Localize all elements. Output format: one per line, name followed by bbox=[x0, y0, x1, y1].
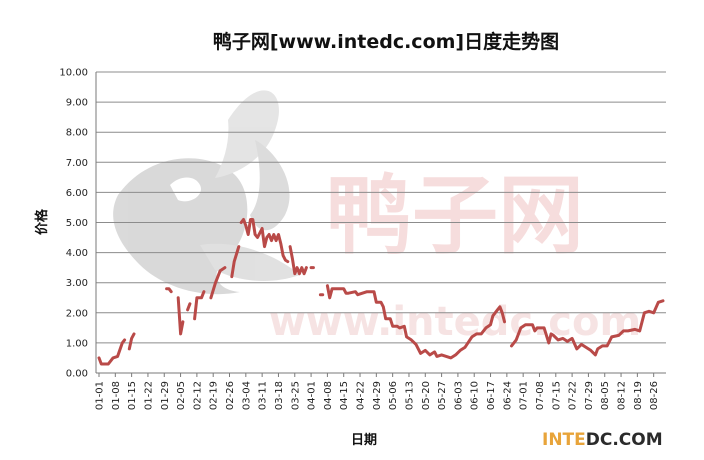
brand-logo: INTEDC.COM bbox=[542, 430, 663, 450]
y-tick-label: 5.00 bbox=[66, 218, 88, 229]
y-tick-label: 2.00 bbox=[66, 308, 88, 319]
x-tick-label: 08-26 bbox=[649, 381, 660, 410]
series-line bbox=[97, 218, 665, 366]
y-tick-label: 8.00 bbox=[66, 128, 88, 139]
x-tick-label: 04-29 bbox=[372, 381, 383, 410]
watermark: 鸭子网 www.intedc.com bbox=[269, 166, 641, 345]
x-axis-ticks: 01-01 01-08 01-15 01-22 01-29 02-05 02-12 02-19… bbox=[95, 373, 660, 410]
x-tick-label: 04-01 bbox=[307, 381, 318, 410]
x-tick-label: 06-24 bbox=[502, 381, 513, 410]
y-tick-label: 7.00 bbox=[66, 158, 88, 169]
y-tick-label: 9.00 bbox=[66, 98, 88, 109]
x-tick-label: 03-04 bbox=[241, 381, 252, 410]
x-tick-label: 01-29 bbox=[160, 381, 171, 410]
series-segment bbox=[193, 290, 206, 321]
gridlines bbox=[96, 71, 666, 344]
y-axis-ticks: 0.00 1.00 2.00 3.00 4.00 5.00 6.00 7.00 8.00 9.00… bbox=[59, 68, 88, 380]
x-tick-label: 05-06 bbox=[388, 381, 399, 410]
series-segment bbox=[97, 338, 127, 366]
x-tick-label: 03-25 bbox=[290, 381, 301, 410]
x-tick-label: 06-03 bbox=[453, 381, 464, 410]
series-segment bbox=[239, 218, 290, 264]
x-tick-label: 07-01 bbox=[519, 381, 530, 410]
x-tick-label: 07-22 bbox=[568, 381, 579, 410]
y-tick-label: 6.00 bbox=[66, 188, 88, 199]
x-tick-label: 04-15 bbox=[339, 381, 350, 410]
x-tick-label: 05-20 bbox=[421, 381, 432, 410]
brand-suffix: DC.COM bbox=[586, 430, 663, 450]
x-tick-label: 02-05 bbox=[176, 381, 187, 410]
x-tick-label: 01-22 bbox=[143, 381, 154, 410]
x-tick-label: 03-18 bbox=[274, 381, 285, 410]
x-tick-label: 02-12 bbox=[192, 381, 203, 410]
x-tick-label: 06-17 bbox=[486, 381, 497, 410]
y-tick-label: 3.00 bbox=[66, 278, 88, 289]
watermark-url: www.intedc.com bbox=[269, 299, 641, 345]
x-tick-label: 05-27 bbox=[437, 381, 448, 410]
y-tick-label: 10.00 bbox=[59, 68, 88, 79]
series-segment bbox=[165, 287, 173, 294]
chart-title: 鸭子网[www.intedc.com]日度走势图 bbox=[213, 30, 559, 53]
series-segment bbox=[288, 245, 308, 276]
x-tick-label: 01-01 bbox=[95, 381, 106, 410]
x-tick-label: 01-08 bbox=[111, 381, 122, 410]
series-segment bbox=[176, 296, 185, 336]
x-tick-label: 02-19 bbox=[209, 381, 220, 410]
x-tick-label: 05-13 bbox=[404, 381, 415, 410]
x-tick-label: 08-05 bbox=[600, 381, 611, 410]
x-tick-label: 04-22 bbox=[356, 381, 367, 410]
series-segment bbox=[230, 245, 241, 279]
x-axis-title: 日期 bbox=[351, 433, 377, 448]
series-segment bbox=[127, 332, 136, 351]
x-tick-label: 03-11 bbox=[258, 381, 269, 410]
y-tick-label: 0.00 bbox=[66, 369, 88, 380]
x-tick-label: 01-15 bbox=[127, 381, 138, 410]
y-tick-label: 4.00 bbox=[66, 248, 88, 259]
x-tick-label: 08-12 bbox=[617, 381, 628, 410]
series-segment bbox=[325, 284, 506, 360]
series-segment bbox=[186, 302, 192, 312]
x-tick-label: 08-19 bbox=[633, 381, 644, 410]
series-segment bbox=[209, 266, 227, 300]
x-tick-label: 04-08 bbox=[323, 381, 334, 410]
watermark-text: 鸭子网 bbox=[326, 166, 584, 266]
y-axis-title: 价格 bbox=[34, 208, 50, 235]
x-tick-label: 07-15 bbox=[551, 381, 562, 410]
y-tick-label: 1.00 bbox=[66, 338, 88, 349]
x-tick-label: 02-26 bbox=[225, 381, 236, 410]
x-tick-label: 07-08 bbox=[535, 381, 546, 410]
x-tick-label: 07-29 bbox=[584, 381, 595, 410]
x-tick-label: 06-10 bbox=[470, 381, 481, 410]
brand-prefix: INTE bbox=[542, 430, 586, 450]
series-segment bbox=[510, 299, 665, 357]
